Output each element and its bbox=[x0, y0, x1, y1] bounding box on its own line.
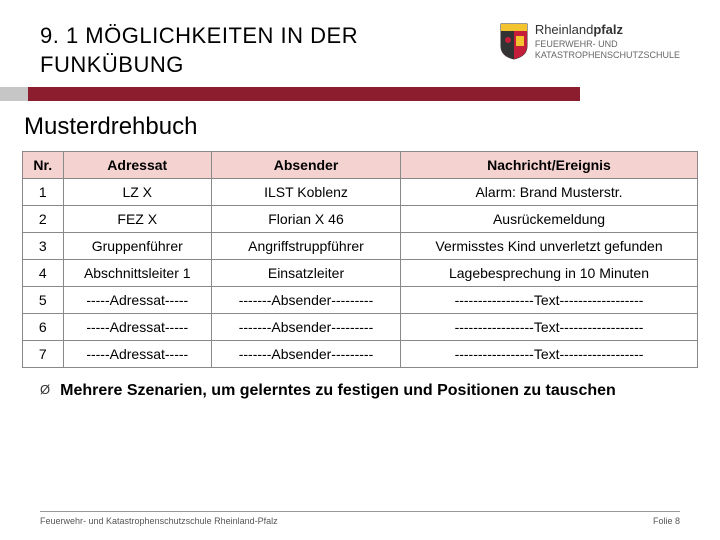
chevron-icon: Ø bbox=[40, 382, 50, 397]
table-row: 1LZ XILST KoblenzAlarm: Brand Musterstr. bbox=[23, 179, 698, 206]
logo-block: Rheinlandpfalz FEUERWEHR- UND KATASTROPH… bbox=[499, 22, 680, 79]
table-row: 7-----Adressat------------Absender------… bbox=[23, 341, 698, 368]
col-nachricht: Nachricht/Ereignis bbox=[401, 152, 698, 179]
logo-text: Rheinlandpfalz FEUERWEHR- UND KATASTROPH… bbox=[535, 22, 680, 61]
script-table: Nr. Adressat Absender Nachricht/Ereignis… bbox=[22, 151, 698, 368]
table-header-row: Nr. Adressat Absender Nachricht/Ereignis bbox=[23, 152, 698, 179]
slide-footer: Feuerwehr- und Katastrophenschutzschule … bbox=[40, 511, 680, 526]
col-nr: Nr. bbox=[23, 152, 64, 179]
table-row: 6-----Adressat------------Absender------… bbox=[23, 314, 698, 341]
logo-sub: FEUERWEHR- UND KATASTROPHENSCHUTZSCHULE bbox=[535, 39, 680, 61]
note-text: Mehrere Szenarien, um gelerntes zu festi… bbox=[60, 382, 616, 400]
divider-bar bbox=[0, 87, 720, 101]
note-row: Ø Mehrere Szenarien, um gelerntes zu fes… bbox=[22, 382, 698, 400]
slide-title: 9. 1 MÖGLICHKEITEN IN DER FUNKÜBUNG bbox=[40, 22, 499, 79]
table-row: 3GruppenführerAngriffstruppführerVermiss… bbox=[23, 233, 698, 260]
slide-header: 9. 1 MÖGLICHKEITEN IN DER FUNKÜBUNG Rhei… bbox=[0, 0, 720, 79]
subtitle: Musterdrehbuch bbox=[24, 113, 698, 141]
table-body: 1LZ XILST KoblenzAlarm: Brand Musterstr.… bbox=[23, 179, 698, 368]
col-absender: Absender bbox=[212, 152, 401, 179]
footer-right: Folie 8 bbox=[653, 516, 680, 526]
coat-of-arms-icon bbox=[499, 22, 529, 60]
col-adressat: Adressat bbox=[63, 152, 212, 179]
table-row: 5-----Adressat------------Absender------… bbox=[23, 287, 698, 314]
table-row: 2FEZ XFlorian X 46Ausrückemeldung bbox=[23, 206, 698, 233]
content-area: Musterdrehbuch Nr. Adressat Absender Nac… bbox=[0, 101, 720, 400]
footer-left: Feuerwehr- und Katastrophenschutzschule … bbox=[40, 516, 278, 526]
table-row: 4Abschnittsleiter 1EinsatzleiterLagebesp… bbox=[23, 260, 698, 287]
title-block: 9. 1 MÖGLICHKEITEN IN DER FUNKÜBUNG bbox=[40, 22, 499, 79]
logo-main: Rheinlandpfalz bbox=[535, 22, 680, 37]
